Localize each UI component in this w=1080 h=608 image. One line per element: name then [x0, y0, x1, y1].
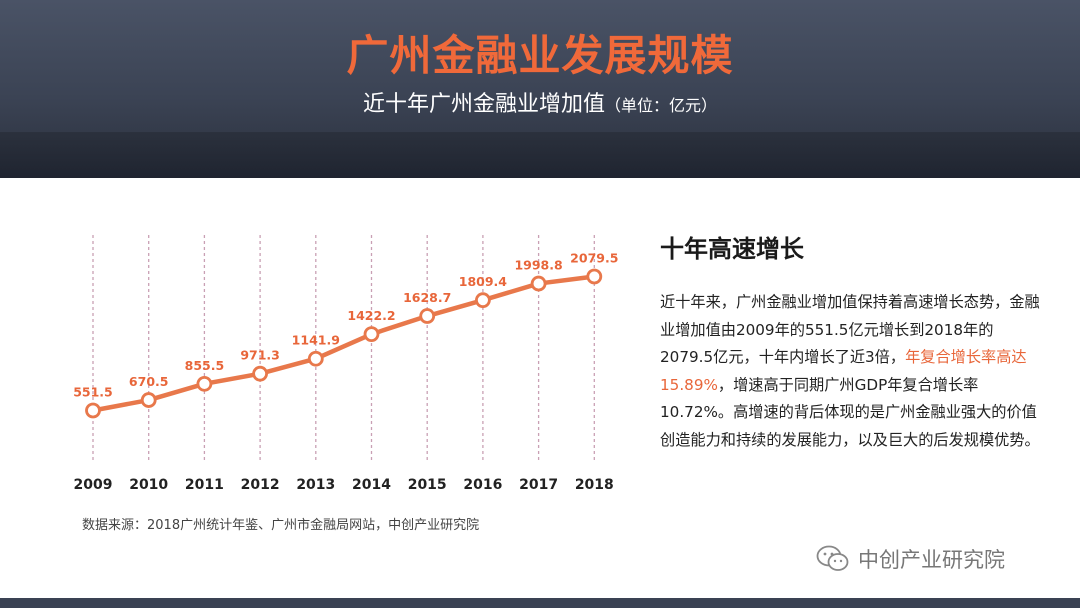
page-subtitle: 近十年广州金融业增加值（单位：亿元）: [0, 86, 1080, 118]
x-tick-2010: 2010: [129, 477, 168, 493]
page-title: 广州金融业发展规模: [346, 31, 734, 80]
subtitle-text: 近十年广州金融业增加值: [362, 92, 605, 117]
para-highlight: 年复合增长率高达15.89%: [660, 348, 1027, 394]
data-label-2013: 1141.9: [292, 333, 340, 348]
watermark: 中创产业研究院: [816, 544, 1005, 574]
data-point-2017: [530, 275, 547, 292]
subtitle-unit: （单位：亿元）: [605, 96, 718, 115]
x-tick-2011: 2011: [185, 477, 224, 493]
data-label-2014: 1422.2: [347, 308, 395, 323]
data-label-2017: 1998.8: [514, 258, 562, 273]
section-title: 十年高速增长: [660, 235, 804, 263]
data-point-2010: [140, 392, 157, 408]
data-point-2011: [196, 375, 213, 392]
data-point-2016: [474, 292, 491, 309]
x-tick-2017: 2017: [519, 477, 558, 493]
x-tick-2012: 2012: [241, 477, 280, 493]
watermark-text: 中创产业研究院: [858, 548, 1005, 572]
data-point-2009: [85, 402, 101, 419]
bottom-bar: [0, 598, 1080, 608]
x-tick-2018: 2018: [575, 477, 614, 493]
para-text-1: 近十年来，广州金融业增加值保持着高速增长态势，金融业增加值由2009年的551.…: [660, 293, 1040, 366]
data-point-2012: [252, 365, 269, 382]
x-tick-2013: 2013: [296, 477, 335, 493]
header-dark-band: [0, 132, 1080, 178]
x-tick-2014: 2014: [352, 477, 391, 493]
wechat-icon: [816, 545, 849, 571]
line-chart: 551.5 670.5 855.5 971.3 1141.9 1422.2 1628.7 18…: [73, 235, 618, 493]
data-point-2013: [307, 350, 324, 367]
x-tick-2016: 2016: [463, 477, 502, 493]
data-label-2015: 1628.7: [403, 290, 451, 305]
para-text-2: ，增速高于同期广州GDP年复合增长率10.72%。高增速的背后体现的是广州金融业…: [660, 375, 1040, 449]
data-source: 数据来源：2018广州统计年鉴、广州市金融局网站，中创产业研究院: [82, 518, 480, 533]
header-banner: 广州金融业发展规模 近十年广州金融业增加值（单位：亿元）: [0, 0, 1080, 178]
summary-paragraph: 近十年来，广州金融业增加值保持着高速增长态势，金融业增加值由2009年的551.…: [660, 289, 1045, 454]
data-point-2015: [419, 308, 436, 324]
data-label-2018: 2079.5: [570, 250, 618, 265]
data-label-2016: 1809.4: [459, 274, 508, 289]
x-tick-2009: 2009: [74, 477, 113, 493]
series-line: [90, 274, 597, 413]
data-label-2012: 971.3: [240, 348, 280, 363]
data-point-2018: [586, 268, 603, 285]
data-label-2010: 670.5: [129, 374, 169, 389]
data-label-2009: 551.5: [73, 385, 113, 400]
data-label-2011: 855.5: [185, 358, 225, 373]
x-tick-2015: 2015: [408, 477, 447, 493]
data-point-2014: [363, 326, 380, 343]
